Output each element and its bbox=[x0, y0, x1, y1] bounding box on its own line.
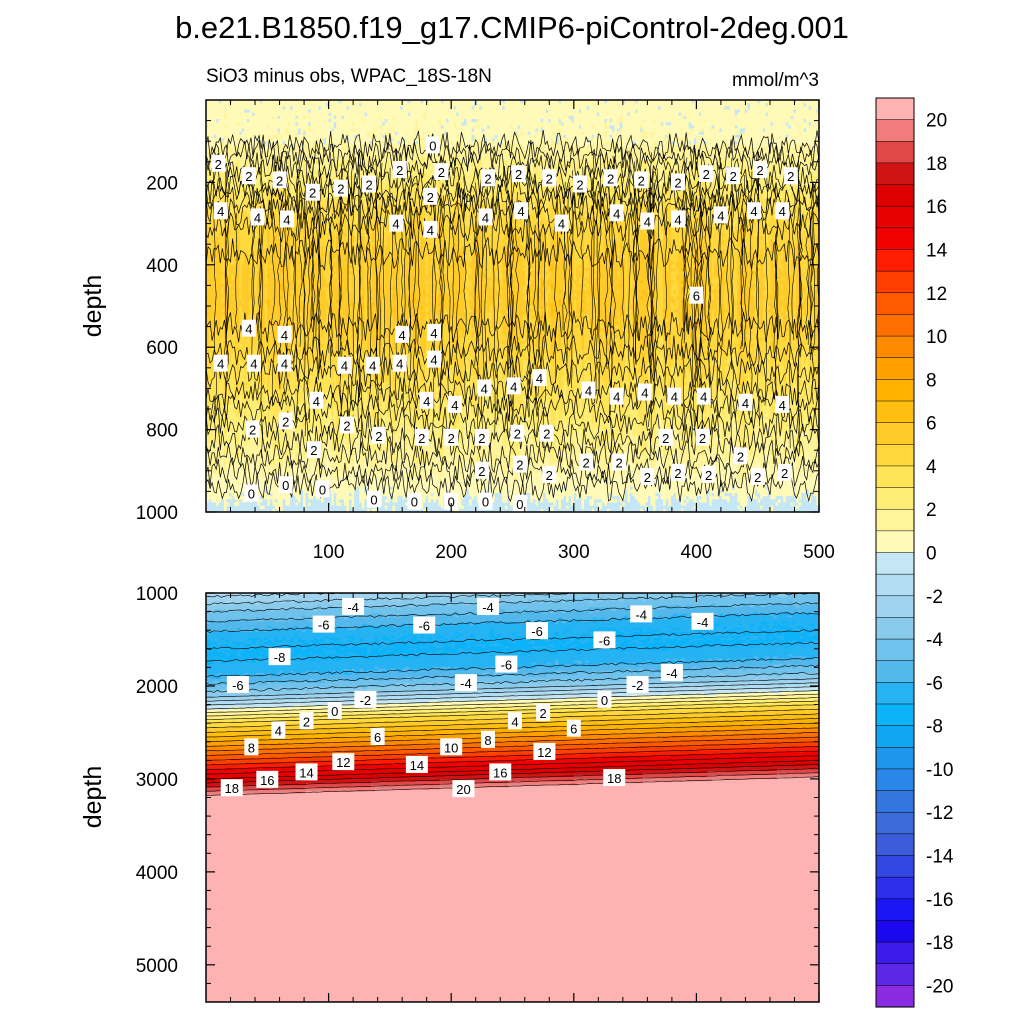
panel-subtitle: SiO3 minus obs, WPAC_18S-18N bbox=[206, 66, 492, 87]
units-label: mmol/m^3 bbox=[732, 70, 819, 91]
chart-title: b.e21.B1850.f19_g17.CMIP6-piControl-2deg… bbox=[175, 10, 849, 45]
